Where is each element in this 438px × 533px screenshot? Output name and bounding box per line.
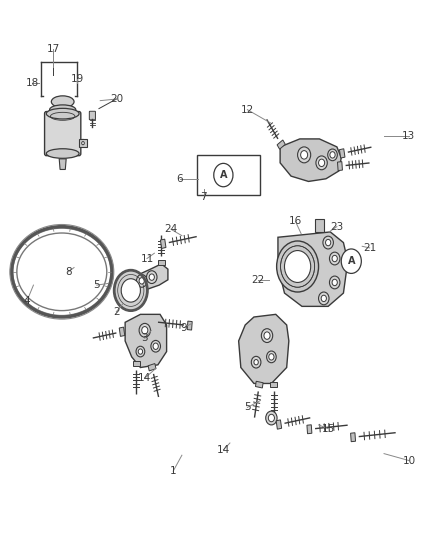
- Circle shape: [332, 279, 337, 286]
- Circle shape: [151, 341, 160, 352]
- Text: 15: 15: [321, 424, 335, 434]
- Polygon shape: [315, 219, 324, 232]
- Circle shape: [330, 152, 335, 158]
- Polygon shape: [158, 260, 165, 265]
- Circle shape: [268, 414, 275, 422]
- Circle shape: [214, 164, 233, 187]
- Polygon shape: [79, 139, 87, 147]
- Polygon shape: [278, 232, 348, 306]
- Circle shape: [114, 270, 148, 311]
- Text: 24: 24: [164, 224, 177, 235]
- Circle shape: [341, 249, 361, 273]
- Text: 21: 21: [363, 243, 376, 253]
- Circle shape: [318, 159, 325, 166]
- Circle shape: [267, 351, 276, 363]
- Text: 5: 5: [93, 280, 100, 290]
- Polygon shape: [148, 364, 156, 371]
- Polygon shape: [277, 140, 285, 149]
- Circle shape: [321, 295, 326, 302]
- Circle shape: [81, 142, 84, 145]
- Text: 14: 14: [138, 373, 152, 383]
- FancyBboxPatch shape: [45, 111, 81, 156]
- Circle shape: [121, 279, 141, 302]
- Circle shape: [139, 324, 150, 337]
- Polygon shape: [160, 239, 166, 248]
- Polygon shape: [125, 314, 166, 368]
- Polygon shape: [339, 149, 345, 158]
- Text: 18: 18: [25, 78, 39, 88]
- Text: 20: 20: [110, 94, 123, 104]
- Polygon shape: [280, 139, 341, 181]
- Polygon shape: [239, 314, 289, 383]
- Circle shape: [325, 239, 331, 246]
- Text: 12: 12: [241, 104, 254, 115]
- Text: 1: 1: [170, 466, 177, 476]
- Text: 8: 8: [65, 267, 72, 277]
- Circle shape: [147, 271, 157, 284]
- Text: 4: 4: [24, 296, 30, 306]
- Polygon shape: [350, 433, 356, 442]
- Text: 13: 13: [402, 131, 416, 141]
- Circle shape: [277, 241, 318, 292]
- Polygon shape: [119, 327, 125, 336]
- Circle shape: [329, 252, 340, 265]
- Text: 5: 5: [244, 402, 251, 413]
- Text: 16: 16: [289, 216, 302, 227]
- Circle shape: [318, 292, 329, 305]
- Circle shape: [332, 255, 337, 262]
- Polygon shape: [307, 425, 312, 434]
- Circle shape: [329, 276, 340, 289]
- Text: 6: 6: [177, 174, 183, 184]
- Circle shape: [261, 329, 273, 343]
- Polygon shape: [59, 159, 66, 169]
- Polygon shape: [270, 382, 277, 387]
- Circle shape: [285, 251, 311, 282]
- Circle shape: [138, 349, 143, 354]
- Text: 17: 17: [46, 44, 60, 53]
- Circle shape: [251, 357, 261, 368]
- Circle shape: [269, 354, 274, 360]
- Text: 3: 3: [141, 333, 148, 343]
- Text: 14: 14: [217, 445, 230, 455]
- Polygon shape: [133, 264, 168, 293]
- Circle shape: [142, 327, 148, 334]
- Text: 22: 22: [252, 275, 265, 285]
- Polygon shape: [133, 361, 140, 366]
- Circle shape: [149, 274, 154, 280]
- Circle shape: [297, 147, 311, 163]
- Text: 7: 7: [201, 192, 207, 203]
- Text: 2: 2: [113, 306, 120, 317]
- Circle shape: [264, 332, 270, 340]
- FancyBboxPatch shape: [89, 111, 95, 120]
- Circle shape: [254, 360, 258, 365]
- Text: 10: 10: [403, 456, 416, 465]
- Text: A: A: [347, 256, 355, 266]
- Polygon shape: [338, 161, 343, 171]
- Circle shape: [300, 151, 307, 159]
- Circle shape: [136, 346, 145, 357]
- Polygon shape: [276, 420, 282, 429]
- Ellipse shape: [46, 108, 79, 119]
- Circle shape: [153, 343, 158, 350]
- Text: A: A: [219, 170, 227, 180]
- Circle shape: [316, 156, 327, 169]
- Ellipse shape: [46, 149, 79, 158]
- Circle shape: [139, 278, 145, 284]
- Text: 9: 9: [181, 322, 187, 333]
- Polygon shape: [187, 321, 192, 330]
- Circle shape: [323, 236, 333, 249]
- Circle shape: [328, 149, 337, 161]
- Circle shape: [266, 411, 277, 425]
- Circle shape: [137, 274, 147, 287]
- Ellipse shape: [49, 105, 76, 115]
- Ellipse shape: [51, 96, 74, 108]
- Polygon shape: [255, 381, 263, 388]
- Text: 11: 11: [140, 254, 154, 263]
- Text: 19: 19: [71, 75, 84, 84]
- Text: 23: 23: [330, 222, 343, 232]
- Circle shape: [80, 140, 86, 147]
